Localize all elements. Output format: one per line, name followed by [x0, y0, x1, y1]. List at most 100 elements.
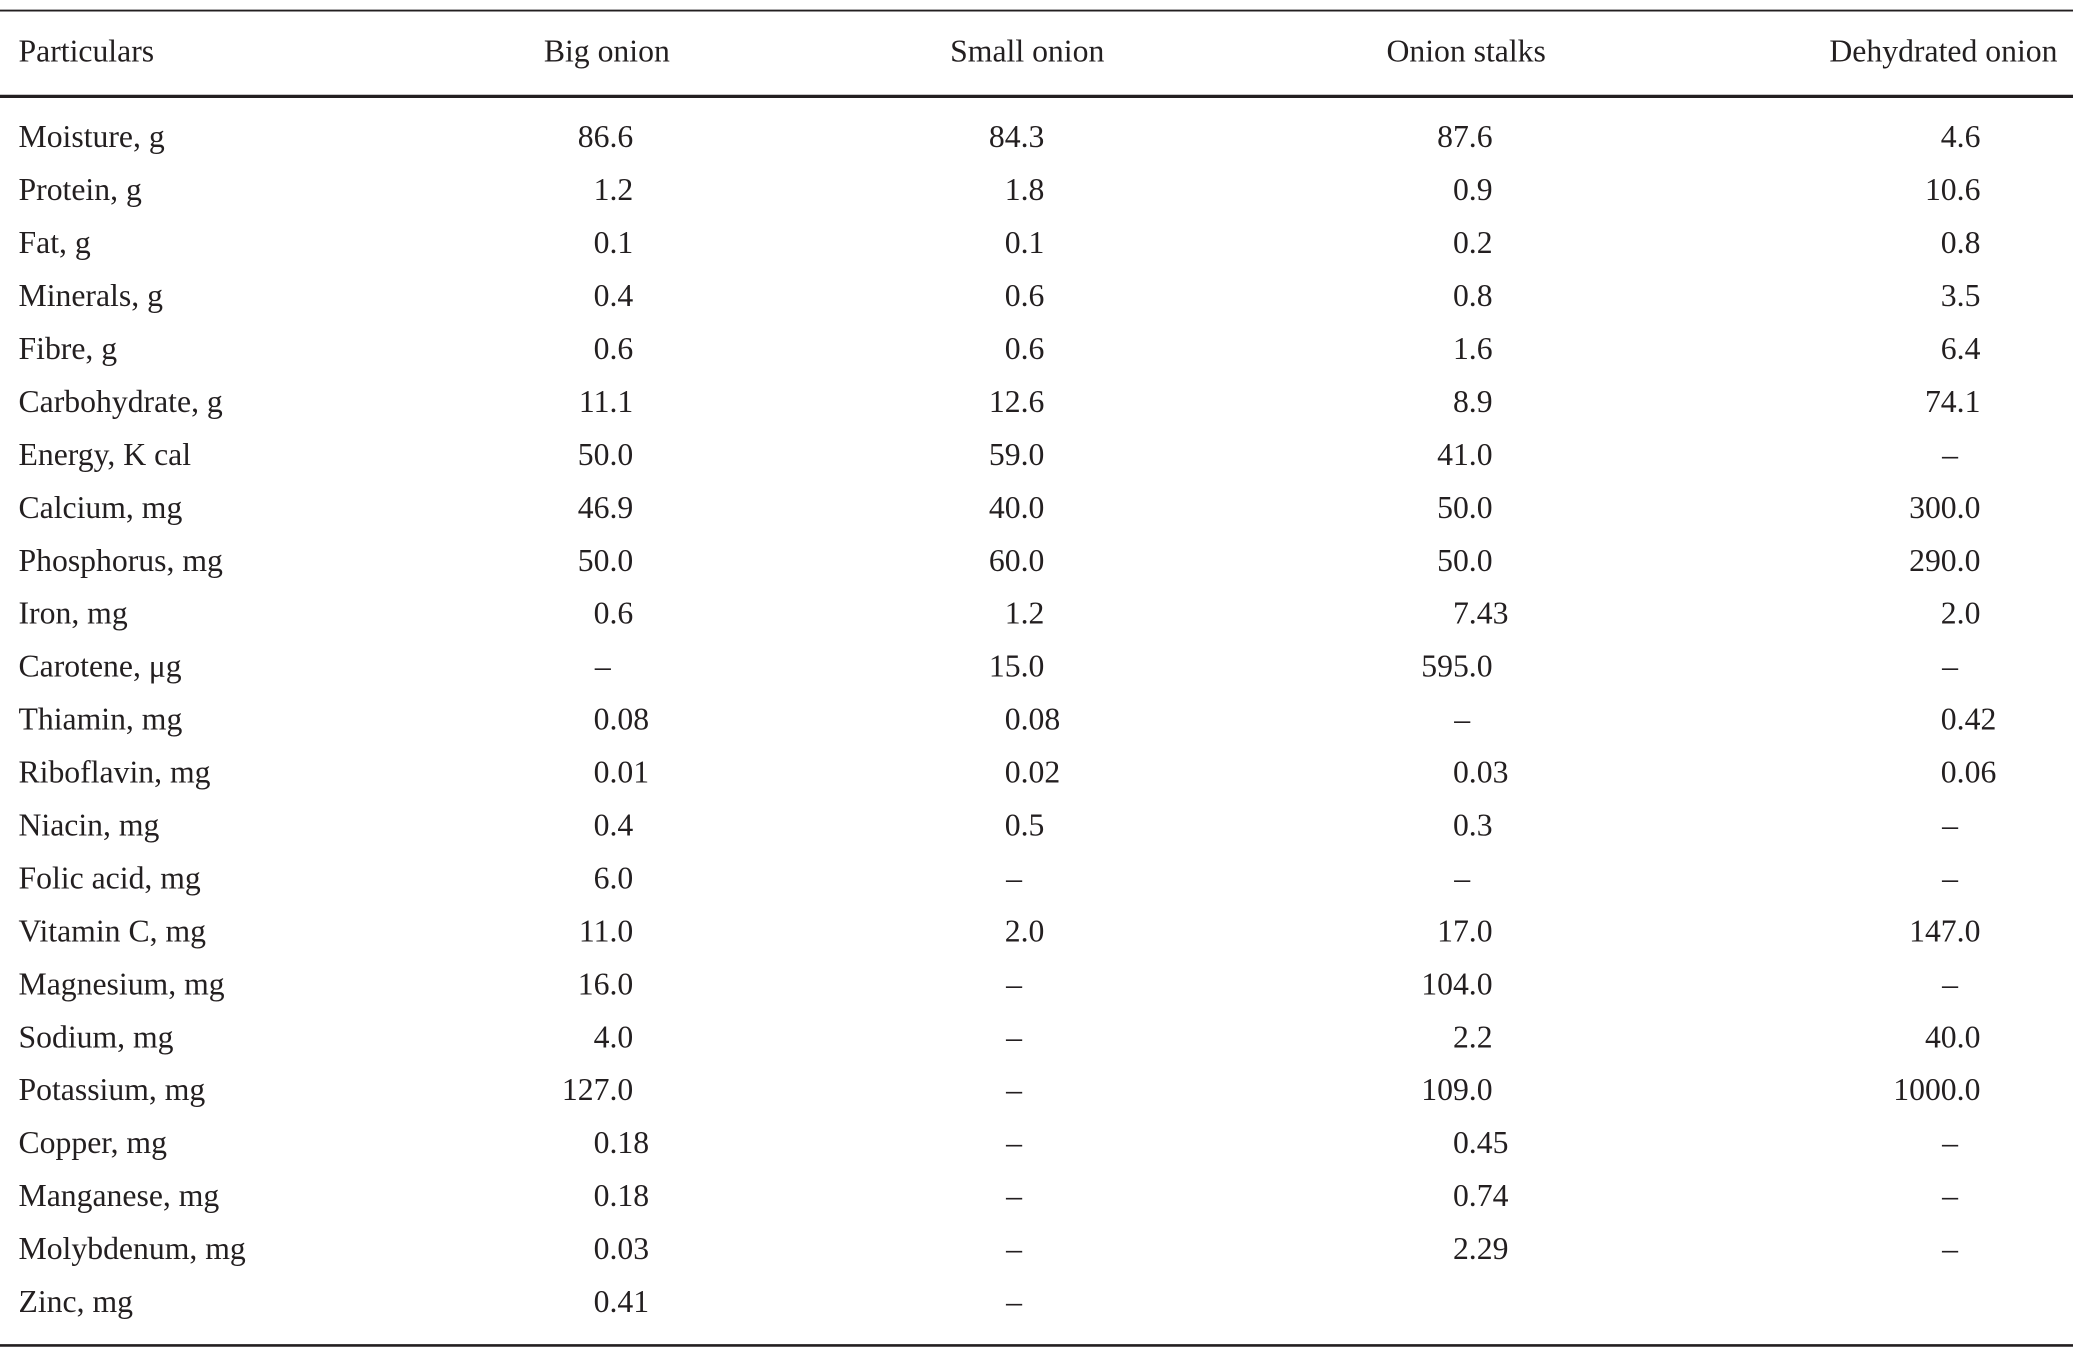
value-cell: 74.1: [1925, 384, 1980, 419]
value-cell: 1.2: [594, 172, 634, 207]
value-cell: –: [1005, 1284, 1023, 1319]
value-cell: 0.8: [1453, 278, 1493, 313]
value-cell: 0.45: [1453, 1125, 1508, 1160]
row-label: Zinc, mg: [19, 1284, 134, 1319]
row-label: Copper, mg: [19, 1125, 168, 1160]
value-cell: 104.0: [1421, 966, 1492, 1001]
value-cell: 0.03: [594, 1231, 649, 1266]
header-cell: Dehydrated onion: [1829, 33, 2057, 68]
header-cell: Big onion: [544, 33, 670, 68]
row-label: Niacin, mg: [19, 808, 160, 843]
row-label: Iron, mg: [19, 596, 128, 631]
value-cell: –: [1941, 808, 1959, 843]
value-cell: 0.02: [1005, 755, 1060, 790]
header-cell: Onion stalks: [1386, 33, 1545, 68]
value-cell: –: [1941, 1178, 1959, 1213]
row-label: Carbohydrate, g: [19, 384, 223, 419]
value-cell: 0.9: [1453, 172, 1493, 207]
value-cell: 0.6: [594, 596, 634, 631]
value-cell: 0.06: [1941, 755, 1996, 790]
value-cell: 87.6: [1437, 119, 1492, 154]
value-cell: 8.9: [1453, 384, 1493, 419]
value-cell: –: [1941, 860, 1959, 895]
value-cell: 40.0: [989, 490, 1044, 525]
value-cell: 6.4: [1941, 331, 1981, 366]
value-cell: 1.2: [1005, 596, 1045, 631]
row-label: Energy, K cal: [19, 437, 192, 472]
value-cell: 2.0: [1005, 913, 1045, 948]
row-label: Molybdenum, mg: [19, 1231, 246, 1266]
value-cell: 0.18: [594, 1125, 649, 1160]
value-cell: 2.0: [1941, 596, 1981, 631]
row-label: Magnesium, mg: [19, 966, 225, 1001]
value-cell: 10.6: [1925, 172, 1980, 207]
value-cell: 300.0: [1909, 490, 1980, 525]
value-cell: 59.0: [989, 437, 1044, 472]
value-cell: 7.43: [1453, 596, 1508, 631]
value-cell: 595.0: [1421, 649, 1492, 684]
row-label: Folic acid, mg: [19, 860, 201, 895]
value-cell: 0.8: [1941, 225, 1981, 260]
value-cell: 2.2: [1453, 1019, 1493, 1054]
value-cell: 0.3: [1453, 808, 1493, 843]
value-cell: 41.0: [1437, 437, 1492, 472]
value-cell: 0.2: [1453, 225, 1493, 260]
value-cell: 0.08: [1005, 702, 1060, 737]
value-cell: –: [1005, 966, 1023, 1001]
value-cell: –: [1005, 1178, 1023, 1213]
value-cell: 11.0: [579, 913, 633, 948]
row-label: Thiamin, mg: [19, 702, 183, 737]
row-label: Carotene, μg: [19, 649, 182, 684]
row-label: Fat, g: [19, 225, 91, 260]
header-cell: Small onion: [950, 33, 1104, 68]
row-label: Sodium, mg: [19, 1019, 174, 1054]
row-label: Riboflavin, mg: [19, 755, 211, 790]
value-cell: –: [1005, 1019, 1023, 1054]
row-label: Phosphorus, mg: [19, 543, 224, 578]
value-cell: –: [1453, 702, 1471, 737]
value-cell: 50.0: [1437, 490, 1492, 525]
value-cell: 0.1: [1005, 225, 1045, 260]
value-cell: 1000.0: [1893, 1072, 1980, 1107]
value-cell: 86.6: [578, 119, 633, 154]
value-cell: 84.3: [989, 119, 1044, 154]
value-cell: 6.0: [594, 860, 634, 895]
row-label: Moisture, g: [19, 119, 165, 154]
value-cell: 60.0: [989, 543, 1044, 578]
value-cell: 40.0: [1925, 1019, 1980, 1054]
value-cell: 50.0: [1437, 543, 1492, 578]
value-cell: –: [1005, 1125, 1023, 1160]
value-cell: 0.6: [1005, 331, 1045, 366]
value-cell: 46.9: [578, 490, 633, 525]
value-cell: 290.0: [1909, 543, 1980, 578]
value-cell: 1.6: [1453, 331, 1493, 366]
row-label: Fibre, g: [19, 331, 118, 366]
value-cell: 147.0: [1909, 913, 1980, 948]
value-cell: 0.42: [1941, 702, 1996, 737]
row-label: Minerals, g: [19, 278, 164, 313]
value-cell: 0.6: [1005, 278, 1045, 313]
value-cell: 0.1: [594, 225, 634, 260]
value-cell: 3.5: [1941, 278, 1981, 313]
value-cell: 0.08: [594, 702, 649, 737]
value-cell: 16.0: [578, 966, 633, 1001]
value-cell: 0.6: [594, 331, 634, 366]
value-cell: 50.0: [578, 543, 633, 578]
value-cell: 0.18: [594, 1178, 649, 1213]
value-cell: 0.5: [1005, 808, 1045, 843]
value-cell: 0.03: [1453, 755, 1508, 790]
row-label: Vitamin C, mg: [19, 913, 207, 948]
value-cell: 4.0: [594, 1019, 634, 1054]
row-label: Protein, g: [19, 172, 142, 207]
value-cell: –: [594, 649, 612, 684]
value-cell: –: [1941, 437, 1959, 472]
row-label: Calcium, mg: [19, 490, 183, 525]
value-cell: –: [1005, 860, 1023, 895]
value-cell: 0.01: [594, 755, 649, 790]
value-cell: –: [1941, 966, 1959, 1001]
value-cell: 50.0: [578, 437, 633, 472]
value-cell: 17.0: [1437, 913, 1492, 948]
value-cell: –: [1941, 649, 1959, 684]
